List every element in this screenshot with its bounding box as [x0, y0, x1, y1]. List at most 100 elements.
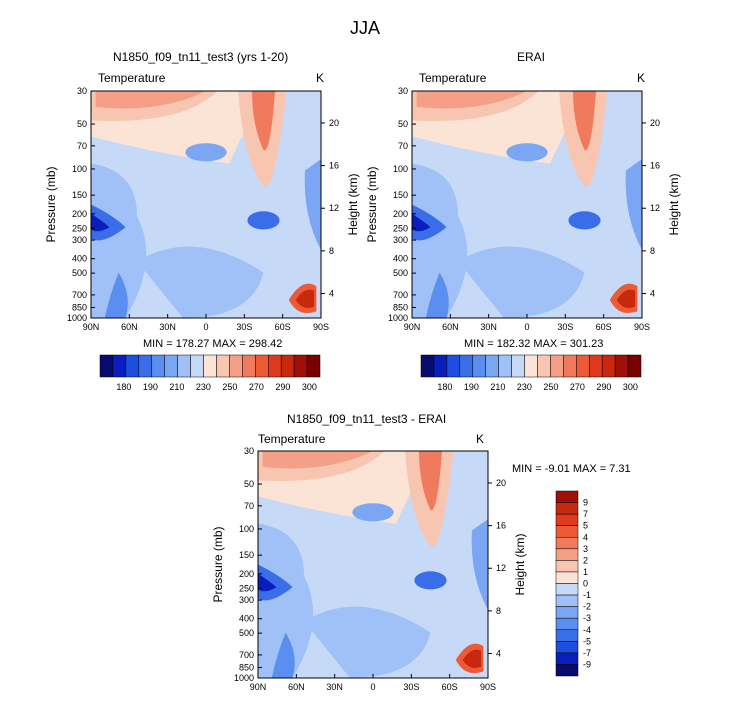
contour-band [412, 213, 431, 232]
height-tick-label: 20 [650, 118, 660, 128]
y-tick-label: 200 [239, 569, 254, 579]
y-tick-label: 850 [239, 662, 254, 672]
x-tick-label: 60S [596, 322, 612, 332]
height-tick-label: 16 [329, 161, 339, 171]
panel-2-units: K [637, 71, 646, 85]
y-tick-label: 30 [77, 86, 87, 96]
y-tick-label: 50 [244, 479, 254, 489]
contour-band [573, 91, 596, 151]
colorbar-swatch [555, 537, 579, 550]
contour-band [271, 632, 295, 678]
colorbar-label: 290 [596, 382, 611, 392]
contour-band [185, 143, 227, 162]
panel-1-units: K [316, 71, 325, 85]
y-tick-label: 100 [239, 524, 254, 534]
colorbar-label: -1 [583, 590, 591, 600]
contour-band [425, 272, 449, 318]
colorbar-label: -4 [583, 625, 591, 635]
y-tick-label: 150 [72, 190, 87, 200]
colorbar-label: 300 [623, 382, 638, 392]
colorbar-swatch [555, 490, 579, 503]
colorbar-label: 0 [583, 579, 588, 589]
panel-3-variable-label: Temperature [258, 432, 326, 446]
contour-band [419, 451, 442, 511]
colorbar-label: 5 [583, 521, 588, 531]
contour-band [262, 451, 373, 469]
colorbar-swatch [555, 594, 579, 607]
contour-band [258, 564, 293, 601]
colorbar-label: 290 [275, 382, 290, 392]
height-tick-label: 4 [329, 288, 334, 298]
y-axis-title: Pressure (mb) [211, 526, 225, 602]
height-tick-label: 12 [496, 563, 506, 573]
right-axis-title: Height (km) [346, 173, 360, 235]
y-tick-label: 150 [393, 190, 408, 200]
panel-2-variable-label: Temperature [419, 71, 487, 85]
contour-band [91, 204, 126, 241]
contour-band [416, 91, 527, 109]
colorbar-label: -7 [583, 648, 591, 658]
colorbar-swatch [555, 571, 579, 584]
contour-field [91, 91, 321, 318]
contour-band [458, 246, 585, 318]
contour-band [414, 571, 447, 590]
y-tick-label: 200 [393, 209, 408, 219]
x-tick-label: 30S [557, 322, 573, 332]
contour-band [295, 289, 315, 308]
height-tick-label: 4 [496, 648, 501, 658]
x-tick-label: 90N [250, 682, 267, 692]
colorbar-label: 180 [437, 382, 452, 392]
right-axis-title: Height (km) [513, 533, 527, 595]
x-tick-label: 60N [288, 682, 305, 692]
colorbar-swatch [627, 354, 642, 378]
x-tick-label: 0 [203, 322, 208, 332]
x-tick-label: 30N [326, 682, 343, 692]
y-tick-label: 850 [393, 302, 408, 312]
x-tick-label: 60S [442, 682, 458, 692]
colorbar-label: 4 [583, 532, 588, 542]
y-tick-label: 1000 [388, 313, 408, 323]
height-tick-label: 4 [650, 288, 655, 298]
x-tick-label: 30N [480, 322, 497, 332]
colorbar-label: 230 [196, 382, 211, 392]
colorbar-swatch [306, 354, 321, 378]
x-tick-label: 90S [313, 322, 329, 332]
colorbar-swatch [555, 502, 579, 515]
contour-band [616, 289, 636, 308]
y-tick-label: 70 [77, 141, 87, 151]
y-tick-label: 500 [393, 268, 408, 278]
contour-band [258, 573, 277, 592]
page-title: JJA [350, 18, 381, 38]
height-tick-label: 12 [329, 203, 339, 213]
contour-band [568, 211, 601, 230]
y-tick-label: 70 [244, 501, 254, 511]
colorbar-label: 210 [169, 382, 184, 392]
contour-band [471, 519, 488, 610]
panel-1-stats: MIN = 178.27 MAX = 298.42 [143, 338, 283, 350]
y-axis-title: Pressure (mb) [365, 166, 379, 242]
contour-field [258, 451, 488, 678]
contour-band [137, 246, 264, 318]
y-tick-label: 100 [72, 164, 87, 174]
colorbar-swatch [555, 525, 579, 538]
contour-band [104, 272, 128, 318]
x-tick-label: 90S [480, 682, 496, 692]
y-tick-label: 500 [72, 268, 87, 278]
contour-field [412, 91, 642, 318]
y-tick-label: 700 [72, 290, 87, 300]
y-tick-label: 300 [72, 235, 87, 245]
y-tick-label: 200 [72, 209, 87, 219]
y-tick-label: 400 [72, 254, 87, 264]
y-tick-label: 1000 [67, 313, 87, 323]
x-tick-label: 30S [236, 322, 252, 332]
y-tick-label: 70 [398, 141, 408, 151]
y-tick-label: 500 [239, 628, 254, 638]
height-tick-label: 12 [650, 203, 660, 213]
y-tick-label: 700 [239, 650, 254, 660]
panel-1-title: N1850_f09_tn11_test3 (yrs 1-20) [113, 50, 289, 64]
contour-band [91, 163, 147, 318]
y-tick-label: 100 [393, 164, 408, 174]
panel-2-title: ERAI [517, 50, 546, 64]
height-tick-label: 8 [650, 246, 655, 256]
